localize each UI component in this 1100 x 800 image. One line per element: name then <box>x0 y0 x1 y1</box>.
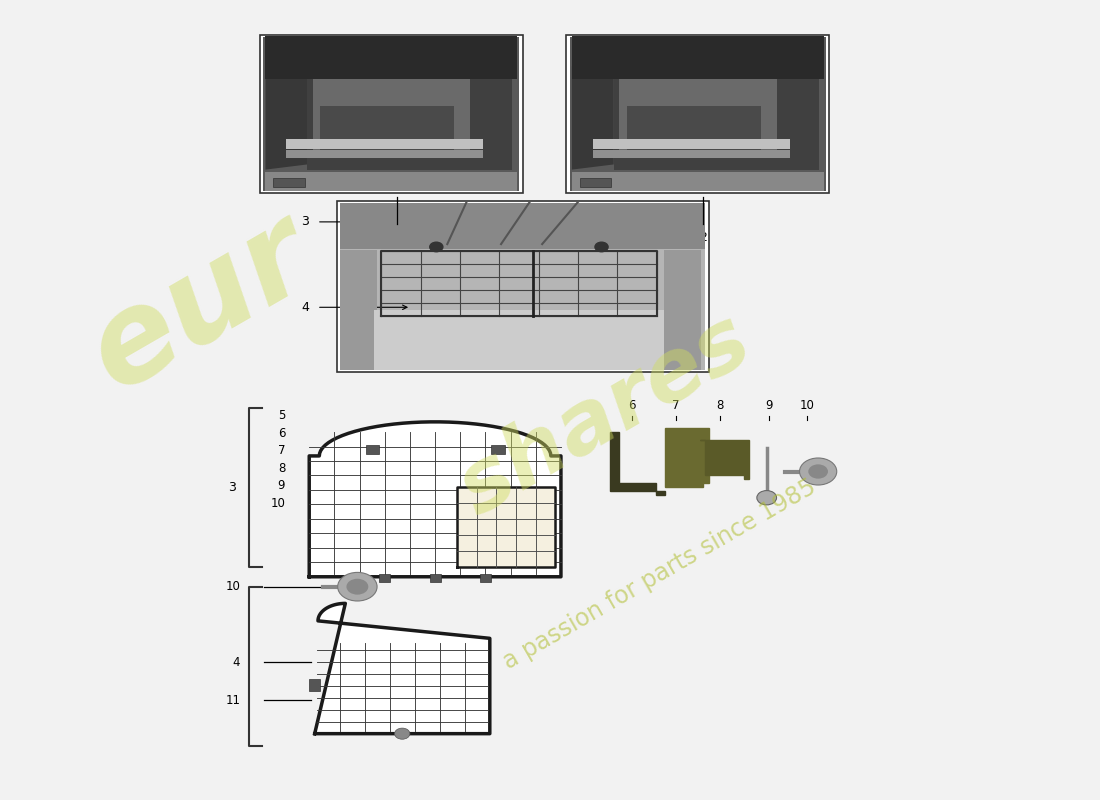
Bar <box>273 178 305 187</box>
Bar <box>572 36 824 79</box>
Circle shape <box>338 572 377 601</box>
Polygon shape <box>664 428 708 487</box>
Circle shape <box>395 728 410 739</box>
Text: 10: 10 <box>226 580 240 593</box>
Bar <box>340 204 705 370</box>
Text: 2: 2 <box>700 230 707 244</box>
Circle shape <box>808 464 828 478</box>
Bar <box>570 37 826 191</box>
Bar <box>365 445 378 454</box>
Bar <box>340 203 705 250</box>
Text: a passion for parts since 1985: a passion for parts since 1985 <box>498 475 821 674</box>
Bar <box>614 66 818 170</box>
Circle shape <box>430 242 443 252</box>
Bar <box>260 34 522 194</box>
Polygon shape <box>572 66 614 170</box>
Circle shape <box>757 490 777 505</box>
Text: 3: 3 <box>301 215 309 228</box>
Bar <box>627 106 761 150</box>
Text: 6: 6 <box>628 399 636 412</box>
Text: 9: 9 <box>766 399 772 412</box>
Polygon shape <box>610 432 664 495</box>
Bar <box>566 34 829 194</box>
Text: 7: 7 <box>672 399 680 412</box>
Polygon shape <box>700 440 749 479</box>
Bar <box>312 74 470 154</box>
Bar <box>286 150 483 158</box>
Bar <box>430 574 441 582</box>
Polygon shape <box>309 422 561 577</box>
Text: 8: 8 <box>716 399 724 412</box>
Text: 7: 7 <box>277 444 285 458</box>
Bar <box>265 172 517 191</box>
Bar <box>307 66 513 170</box>
Text: 5: 5 <box>278 410 285 422</box>
Bar <box>492 445 505 454</box>
Text: eur: eur <box>67 194 332 416</box>
Bar <box>664 250 702 370</box>
Text: 10: 10 <box>271 497 285 510</box>
Text: 9: 9 <box>277 479 285 492</box>
Polygon shape <box>456 487 556 567</box>
Bar <box>480 574 491 582</box>
Bar <box>593 150 790 158</box>
Bar <box>337 202 708 372</box>
Bar <box>593 138 790 149</box>
Bar <box>572 172 824 191</box>
Bar <box>619 74 777 154</box>
Text: 4: 4 <box>301 301 309 314</box>
Bar <box>374 310 664 370</box>
Circle shape <box>346 578 368 594</box>
Bar <box>265 36 517 79</box>
Text: 3: 3 <box>228 481 235 494</box>
Bar <box>580 178 612 187</box>
Circle shape <box>595 242 608 252</box>
Text: 10: 10 <box>800 399 815 412</box>
Text: 1: 1 <box>393 230 400 244</box>
Text: 4: 4 <box>233 656 240 669</box>
Bar <box>286 138 483 149</box>
Text: 8: 8 <box>278 462 285 475</box>
Bar <box>263 37 519 191</box>
Text: 11: 11 <box>226 694 240 707</box>
Text: shares: shares <box>444 299 766 533</box>
Polygon shape <box>265 66 307 170</box>
Polygon shape <box>315 603 490 734</box>
Bar <box>340 250 377 370</box>
Bar <box>379 574 390 582</box>
Text: 6: 6 <box>277 427 285 440</box>
Circle shape <box>800 458 837 485</box>
Bar <box>320 106 454 150</box>
Bar <box>309 679 320 690</box>
